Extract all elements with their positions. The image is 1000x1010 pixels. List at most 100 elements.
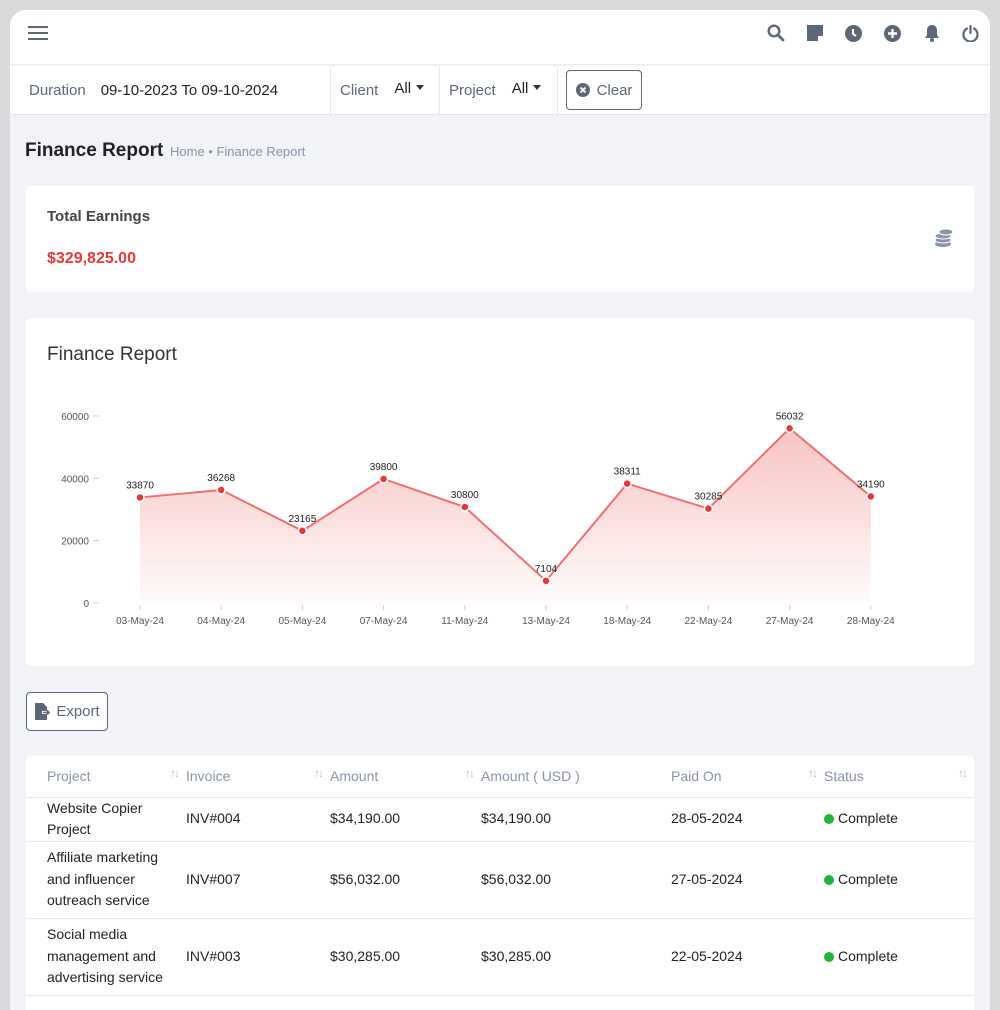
total-earnings-card: Total Earnings $329,825.00	[26, 186, 974, 292]
x-tick-label: 27-May-24	[766, 616, 814, 627]
project-cell: Social media management and advertising …	[26, 918, 186, 996]
duration-value[interactable]: 09-10-2023 To 09-10-2024	[100, 82, 279, 99]
app-window: Duration 09-10-2023 To 09-10-2024 Client…	[10, 10, 990, 1010]
amount-cell: $34,190.00	[330, 797, 481, 842]
plus-circle-icon[interactable]	[883, 22, 902, 44]
x-tick-label: 05-May-24	[278, 616, 326, 627]
close-circle-icon	[575, 83, 590, 97]
amount-cell: $30,285.00	[330, 918, 481, 996]
client-filter[interactable]: Client All	[331, 66, 440, 115]
finance-chart: 0 20000 40000 60000 03-May-24 04-May-24 05-May…	[61, 411, 895, 627]
column-header-project[interactable]: Project ↑↓	[26, 756, 186, 798]
x-tick-label: 22-May-24	[684, 616, 732, 627]
client-label: Client	[340, 82, 379, 99]
status-dot	[824, 951, 834, 962]
data-point	[622, 478, 632, 489]
sort-icon[interactable]: ↑↓	[170, 766, 180, 780]
data-point	[784, 423, 795, 434]
x-tick-label: 13-May-24	[522, 616, 570, 627]
filter-bar: Duration 09-10-2023 To 09-10-2024 Client…	[10, 66, 990, 115]
y-tick-label: 40000	[61, 474, 89, 485]
top-navbar	[10, 10, 990, 65]
bell-icon[interactable]	[922, 22, 941, 44]
data-label: 38311	[614, 467, 642, 478]
clear-label: Clear	[596, 81, 633, 99]
data-label: 30285	[694, 492, 722, 503]
data-label: 36268	[207, 473, 235, 484]
duration-label: Duration	[29, 82, 86, 99]
series-line	[139, 427, 872, 583]
data-point	[460, 502, 470, 512]
data-point	[866, 491, 876, 502]
status-cell: Complete	[824, 841, 974, 919]
sort-icon[interactable]: ↑↓	[808, 766, 818, 780]
data-label: 30800	[451, 490, 479, 501]
project-dropdown[interactable]: All	[512, 80, 542, 97]
column-header-status[interactable]: Status ↑↓	[824, 756, 974, 798]
table-row: Website Copier Project INV#004 $34,190.00 $…	[26, 797, 974, 842]
amount-usd-cell: $56,032.00	[481, 841, 671, 919]
invoice-table-card: Project ↑↓ Invoice ↑↓ Amount ↑↓ Amount ( US…	[26, 756, 974, 1010]
column-header-paid-on[interactable]: Paid On ↑↓	[671, 756, 824, 798]
file-export-icon	[35, 703, 51, 720]
search-icon[interactable]	[766, 22, 785, 44]
export-label: Export	[56, 703, 100, 720]
x-tick-label: 04-May-24	[197, 616, 245, 627]
project-cell: Affiliate marketing and influencer outre…	[26, 841, 186, 919]
clock-icon[interactable]	[844, 22, 863, 44]
status-dot	[824, 874, 834, 885]
invoice-cell: INV#007	[186, 841, 330, 919]
project-filter[interactable]: Project All	[440, 66, 558, 115]
project-cell: Website Copier Project	[26, 797, 186, 842]
data-point	[216, 485, 226, 495]
data-label: 7104	[535, 564, 558, 575]
column-header-amount-usd: Amount ( USD )	[481, 756, 671, 798]
data-point	[541, 576, 551, 586]
y-tick-label: 0	[83, 599, 89, 610]
amount-cell: $56,032.00	[330, 841, 481, 919]
invoice-cell: INV#004	[186, 797, 330, 842]
duration-filter[interactable]: Duration 09-10-2023 To 09-10-2024	[10, 66, 331, 115]
clear-button[interactable]: Clear	[566, 70, 642, 110]
page-title: Finance Report	[25, 140, 164, 161]
amount-usd-cell: $34,190.00	[481, 797, 671, 842]
column-header-amount[interactable]: Amount ↑↓	[330, 756, 481, 798]
x-tick-label: 18-May-24	[603, 616, 651, 627]
table-row: Social media management and advertising …	[26, 918, 974, 996]
invoice-cell: INV#003	[186, 918, 330, 996]
data-point	[703, 503, 714, 514]
amount-usd-cell: $30,285.00	[481, 918, 671, 996]
total-earnings-label: Total Earnings	[47, 208, 151, 225]
chart-title: Finance Report	[47, 344, 177, 365]
area-fill	[140, 428, 871, 603]
sticky-note-icon[interactable]	[805, 22, 824, 44]
sort-icon[interactable]: ↑↓	[465, 766, 475, 780]
status-cell: Complete	[824, 918, 974, 996]
data-label: 34190	[857, 479, 885, 490]
paid-on-cell: 28-05-2024	[671, 797, 824, 842]
x-tick-label: 03-May-24	[116, 616, 164, 627]
total-earnings-value: $329,825.00	[47, 250, 136, 267]
finance-chart-card: Finance Report 0 20000 40000 60000 03-May-24…	[26, 318, 974, 666]
status-cell: Complete	[824, 797, 974, 842]
data-point	[135, 492, 145, 503]
menu-icon[interactable]	[28, 26, 48, 42]
x-tick-label: 11-May-24	[441, 616, 488, 627]
power-icon[interactable]	[961, 22, 980, 44]
data-label: 39800	[370, 462, 398, 473]
sort-icon[interactable]: ↑↓	[958, 766, 968, 780]
project-label: Project	[449, 82, 496, 99]
data-point	[378, 474, 389, 484]
client-dropdown[interactable]: All	[394, 80, 424, 97]
y-tick-label: 60000	[61, 412, 89, 423]
data-label: 23165	[288, 514, 316, 525]
export-button[interactable]: Export	[26, 692, 108, 731]
data-label: 33870	[126, 480, 154, 491]
sort-icon[interactable]: ↑↓	[314, 766, 324, 780]
breadcrumb[interactable]: Home • Finance Report	[170, 144, 306, 159]
invoice-table: Project ↑↓ Invoice ↑↓ Amount ↑↓ Amount ( US…	[26, 756, 974, 996]
column-header-invoice[interactable]: Invoice ↑↓	[186, 756, 330, 798]
y-tick-label: 20000	[61, 537, 89, 548]
paid-on-cell: 22-05-2024	[671, 918, 824, 996]
data-label: 56032	[776, 411, 804, 422]
